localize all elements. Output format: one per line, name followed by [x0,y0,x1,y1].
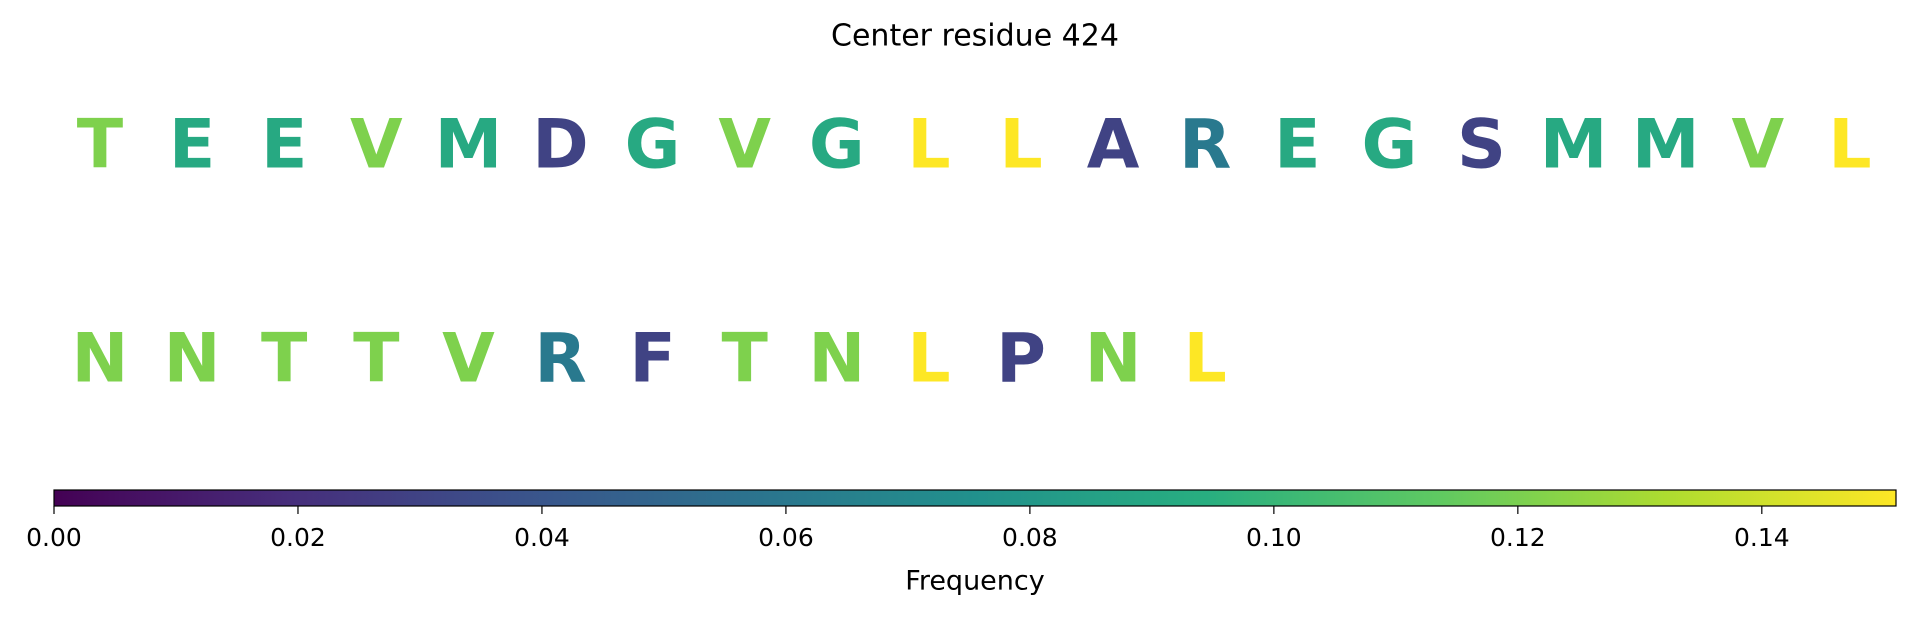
colorbar-tick-label: 0.10 [1246,523,1302,552]
colorbar-tick-label: 0.02 [270,523,326,552]
residue-letter: E [261,106,307,185]
residue-letter: E [1274,106,1320,185]
residue-letter: P [996,320,1046,399]
residue-letter: V [1731,106,1784,185]
residue-letter: T [353,320,400,399]
residue-letter: D [532,106,588,185]
colorbar-tick-label: 0.00 [26,523,82,552]
residue-letter: N [1085,320,1142,399]
residue-letter: F [629,320,675,399]
residue-letter: M [1632,106,1700,185]
residue-letter: T [261,320,308,399]
residue-letter: R [534,320,586,399]
residue-letter: R [1179,106,1231,185]
colorbar-tick-label: 0.08 [1002,523,1058,552]
residue-letter: T [722,320,769,399]
colorbar-label: Frequency [905,566,1045,597]
colorbar [53,489,1897,507]
residue-letter: L [999,106,1042,185]
residue-letter: L [907,106,950,185]
residue-letter: M [435,106,503,185]
residue-letter: S [1457,106,1506,185]
residue-letter: G [1361,106,1417,185]
residue-letter: V [442,320,495,399]
residue-letter: N [72,320,129,399]
residue-letter: V [718,106,771,185]
colorbar-tick-label: 0.14 [1734,523,1790,552]
residue-letter: T [77,106,124,185]
colorbar-tick-label: 0.12 [1490,523,1546,552]
colorbar-tick-label: 0.06 [758,523,814,552]
residue-letter: N [808,320,865,399]
residue-letter: N [164,320,221,399]
residue-letter: L [907,320,950,399]
colorbar-tick-label: 0.04 [514,523,570,552]
residue-letter: V [350,106,403,185]
chart-title: Center residue 424 [831,19,1119,54]
residue-letter: A [1087,106,1140,185]
residue-letter: L [1828,106,1871,185]
residue-letter: E [169,106,215,185]
residue-letter: M [1540,106,1608,185]
residue-letter: G [809,106,865,185]
residue-letter: L [1184,320,1227,399]
residue-letter: G [625,106,681,185]
